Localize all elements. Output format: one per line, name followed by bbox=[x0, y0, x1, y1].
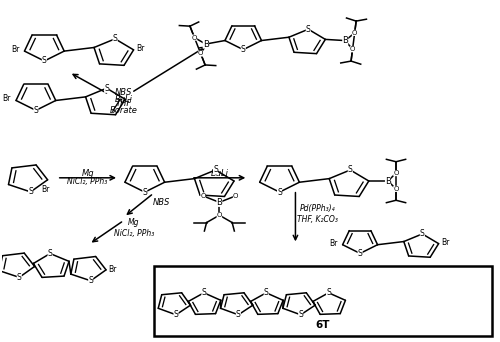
Text: S: S bbox=[348, 166, 352, 174]
Text: S: S bbox=[34, 106, 38, 115]
Text: O: O bbox=[394, 186, 398, 192]
Text: O: O bbox=[200, 193, 206, 199]
Text: S: S bbox=[298, 310, 303, 319]
Text: Br: Br bbox=[11, 45, 20, 54]
Text: BuLi: BuLi bbox=[210, 169, 228, 178]
Text: O: O bbox=[350, 46, 355, 52]
Text: O: O bbox=[352, 30, 358, 36]
Text: S: S bbox=[174, 310, 178, 319]
Text: S: S bbox=[112, 34, 117, 43]
Text: S: S bbox=[306, 25, 310, 34]
Text: S: S bbox=[48, 249, 52, 258]
Text: S: S bbox=[236, 310, 240, 319]
Text: NiCl₂, PPh₃: NiCl₂, PPh₃ bbox=[68, 177, 108, 186]
Text: B: B bbox=[342, 36, 348, 45]
Text: Pd(PPh₃)₄
THF, K₂CO₃: Pd(PPh₃)₄ THF, K₂CO₃ bbox=[298, 203, 339, 224]
Text: S: S bbox=[88, 276, 93, 285]
Text: S: S bbox=[241, 45, 246, 54]
Text: 6T: 6T bbox=[316, 320, 330, 330]
Text: Br: Br bbox=[2, 94, 11, 103]
Text: Br: Br bbox=[108, 265, 117, 274]
Text: S: S bbox=[202, 288, 206, 297]
Text: O: O bbox=[394, 170, 398, 176]
Text: O: O bbox=[198, 51, 203, 56]
Text: Mg
NiCl₂, PPh₃: Mg NiCl₂, PPh₃ bbox=[114, 218, 154, 238]
Text: Br: Br bbox=[41, 185, 50, 194]
FancyBboxPatch shape bbox=[154, 266, 492, 336]
Text: Br: Br bbox=[330, 239, 338, 248]
Text: S: S bbox=[17, 273, 21, 282]
Text: Mg: Mg bbox=[82, 169, 94, 178]
Text: O: O bbox=[233, 193, 238, 199]
Text: S: S bbox=[264, 288, 268, 297]
Text: S: S bbox=[142, 188, 147, 197]
Text: Br: Br bbox=[441, 238, 450, 247]
Text: S: S bbox=[358, 249, 362, 258]
Text: S: S bbox=[104, 84, 109, 93]
Text: S: S bbox=[277, 188, 282, 197]
Text: S: S bbox=[213, 166, 218, 174]
Text: NBS
THF: NBS THF bbox=[115, 88, 132, 108]
Text: Br: Br bbox=[136, 44, 144, 53]
Text: BuLi
Borate: BuLi Borate bbox=[110, 94, 138, 115]
Text: NBS: NBS bbox=[152, 198, 170, 207]
Text: S: S bbox=[420, 229, 424, 238]
Text: B: B bbox=[385, 176, 391, 185]
Text: S: S bbox=[326, 288, 331, 297]
Text: O: O bbox=[192, 35, 197, 41]
Text: S: S bbox=[28, 187, 33, 196]
Text: O: O bbox=[216, 212, 222, 218]
Text: B: B bbox=[216, 198, 222, 207]
Text: S: S bbox=[42, 56, 46, 65]
Text: B: B bbox=[202, 40, 208, 49]
